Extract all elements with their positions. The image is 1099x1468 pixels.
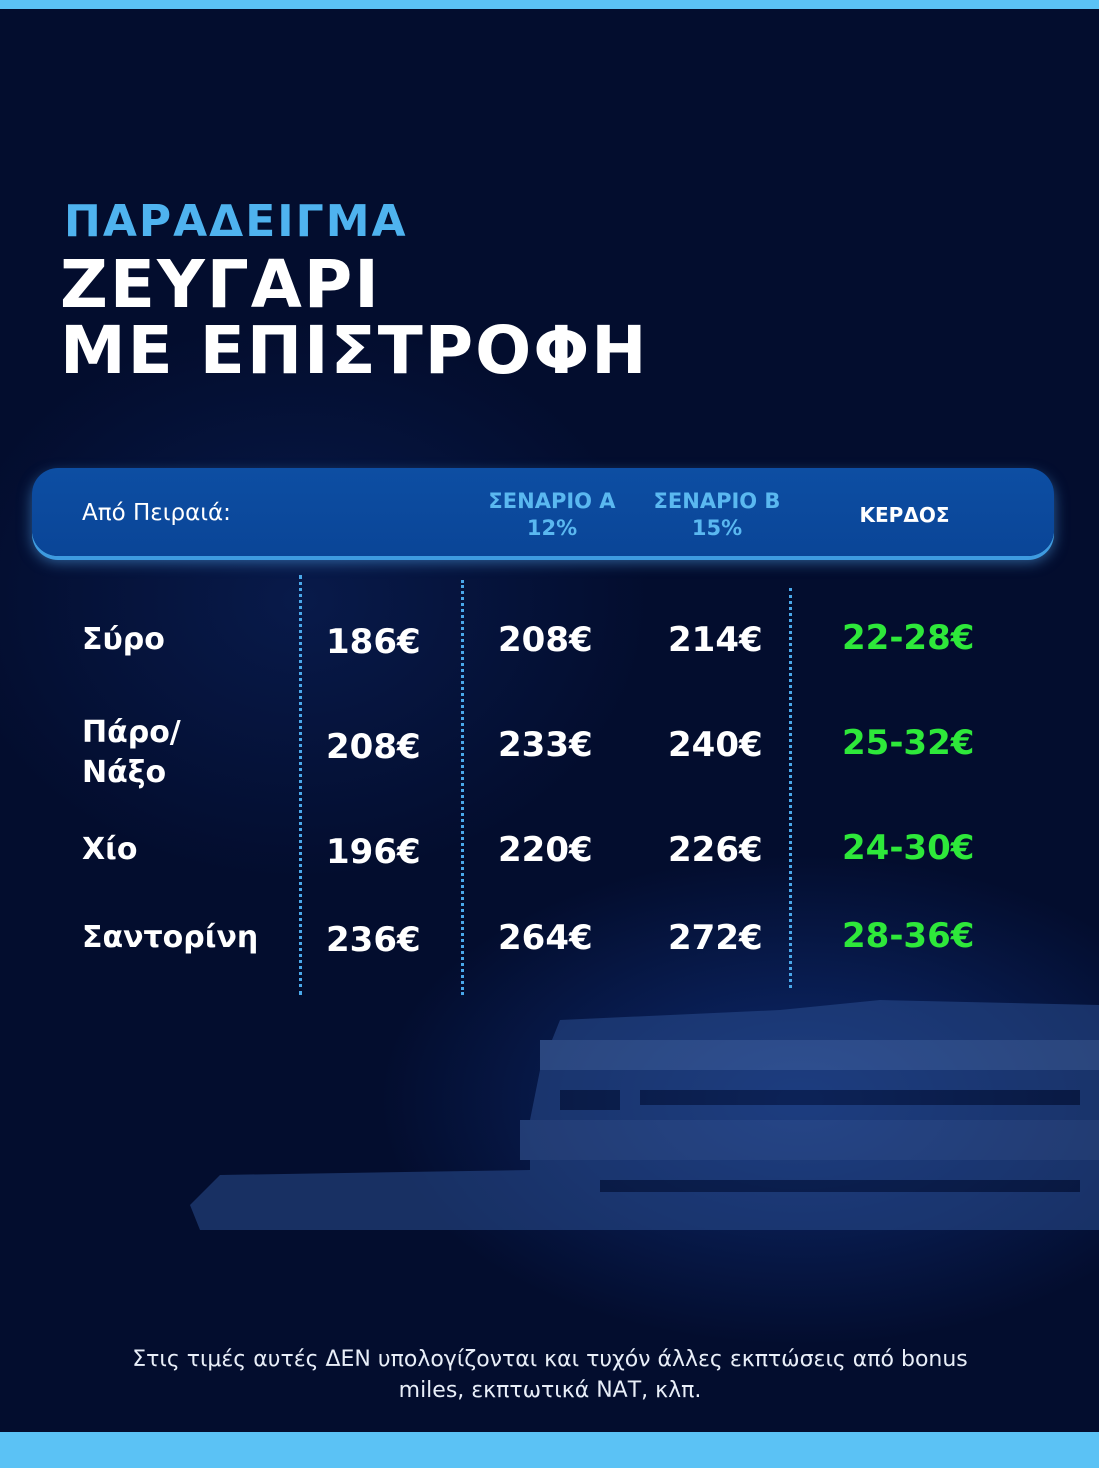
scenario-b-pct: 15%	[691, 516, 743, 540]
kicker-heading: ΠΑΡΑΔΕΙΓΜΑ	[64, 196, 408, 247]
title-line-1: ΖΕΥΓΑΡΙ	[60, 246, 381, 323]
footnote-line-2: miles, εκπτωτικά ΝΑΤ, κλπ.	[398, 1378, 702, 1403]
base-price: 236€	[326, 920, 421, 960]
scenario-b-price: 272€	[668, 918, 763, 958]
destination-label: Χίο	[82, 832, 138, 867]
header-scenario-b: ΣΕΝΑΡΙΟ Β 15%	[642, 488, 792, 542]
destination-label: Πάρο/	[82, 715, 181, 750]
destination-label: Σύρο	[82, 622, 165, 657]
footnote-line-1: Στις τιμές αυτές ΔΕΝ υπολογίζονται και τ…	[132, 1347, 968, 1372]
column-divider	[789, 588, 792, 988]
title-line-2: ΜΕ ΕΠΙΣΤΡΟΦΗ	[60, 312, 649, 389]
profit-value: 25-32€	[842, 723, 975, 763]
top-bar	[0, 0, 1099, 9]
header-scenario-a: ΣΕΝΑΡΙΟ Α 12%	[477, 488, 627, 542]
column-divider	[299, 575, 302, 995]
page-title: ΖΕΥΓΑΡΙ ΜΕ ΕΠΙΣΤΡΟΦΗ	[60, 252, 649, 384]
scenario-a-label: ΣΕΝΑΡΙΟ Α	[488, 489, 616, 513]
header-profit: ΚΕΡΔΟΣ	[859, 503, 950, 527]
header-from: Από Πειραιά:	[82, 500, 231, 526]
profit-value: 22-28€	[842, 618, 975, 658]
destination-label: Σαντορίνη	[82, 920, 259, 955]
profit-value: 28-36€	[842, 916, 975, 956]
scenario-b-price: 240€	[668, 725, 763, 765]
scenario-a-price: 220€	[498, 830, 593, 870]
base-price: 196€	[326, 832, 421, 872]
column-divider	[461, 580, 464, 995]
footnote: Στις τιμές αυτές ΔΕΝ υπολογίζονται και τ…	[30, 1344, 1070, 1406]
scenario-b-price: 226€	[668, 830, 763, 870]
base-price: 186€	[326, 622, 421, 662]
scenario-a-pct: 12%	[526, 516, 578, 540]
scenario-b-label: ΣΕΝΑΡΙΟ Β	[653, 489, 781, 513]
scenario-a-price: 208€	[498, 620, 593, 660]
profit-value: 24-30€	[842, 828, 975, 868]
base-price: 208€	[326, 727, 421, 767]
scenario-a-price: 233€	[498, 725, 593, 765]
table-header: Από Πειραιά: ΣΕΝΑΡΙΟ Α 12% ΣΕΝΑΡΙΟ Β 15% Κ…	[32, 468, 1054, 556]
destination-label-2: Νάξο	[82, 755, 167, 790]
bottom-bar	[0, 1432, 1099, 1468]
ferry-ship-image	[190, 1000, 1099, 1230]
scenario-a-price: 264€	[498, 918, 593, 958]
scenario-b-price: 214€	[668, 620, 763, 660]
